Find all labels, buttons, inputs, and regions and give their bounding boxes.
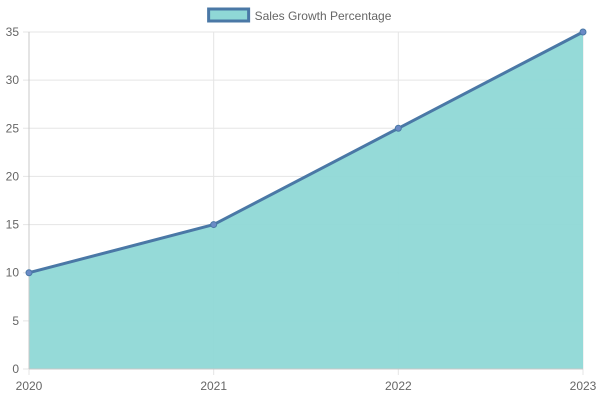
axes: 0 5 10 15 20 25 30 35 2020 2021 2022 2023 bbox=[6, 25, 597, 393]
area-layer bbox=[29, 32, 583, 369]
x-tick-label: 2021 bbox=[200, 379, 227, 393]
y-tick-label: 0 bbox=[12, 362, 19, 376]
data-point-2021[interactable] bbox=[210, 221, 218, 229]
legend[interactable]: Sales Growth Percentage bbox=[207, 7, 392, 23]
legend-swatch[interactable] bbox=[207, 7, 251, 23]
y-tick-label: 15 bbox=[6, 218, 20, 232]
y-tick-label: 25 bbox=[6, 121, 20, 135]
legend-label: Sales Growth Percentage bbox=[255, 9, 392, 23]
x-tick-label: 2022 bbox=[385, 379, 412, 393]
data-point-2022[interactable] bbox=[394, 124, 402, 132]
y-tick-label: 10 bbox=[6, 266, 20, 280]
x-tick-label: 2020 bbox=[16, 379, 43, 393]
x-tick-label: 2023 bbox=[570, 379, 597, 393]
series-line bbox=[28, 30, 584, 275]
y-tick-label: 30 bbox=[6, 73, 20, 87]
series-area bbox=[29, 32, 583, 369]
series-line-layer bbox=[28, 30, 584, 275]
y-tick-label: 35 bbox=[6, 25, 20, 39]
data-point-2020[interactable] bbox=[25, 269, 33, 277]
y-tick-label: 20 bbox=[6, 169, 20, 183]
data-point-2023[interactable] bbox=[579, 28, 587, 36]
y-tick-label: 5 bbox=[12, 314, 19, 328]
data-points bbox=[25, 28, 587, 277]
